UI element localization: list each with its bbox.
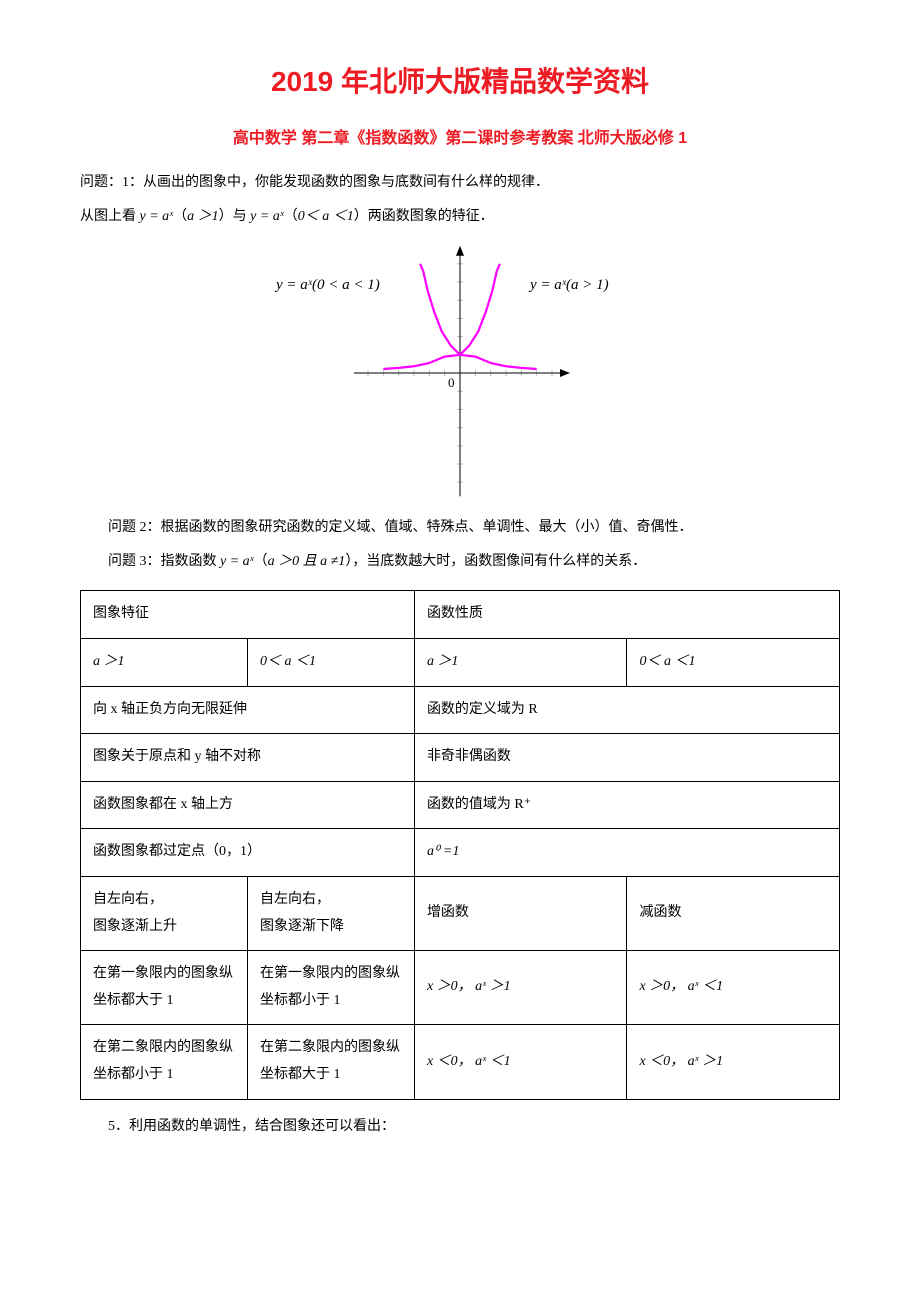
cell-a-gt-1-img: a ＞1 xyxy=(81,638,248,686)
table-row: 函数图象都过定点（0，1） a⁰ =1 xyxy=(81,829,840,877)
q3-mid: （ xyxy=(254,554,268,569)
question-1: 问题：1：从画出的图象中，你能发现函数的图象与底数间有什么样的规律． xyxy=(80,166,840,200)
cell-symmetry: 图象关于原点和 y 轴不对称 xyxy=(81,734,415,782)
cell-parity: 非奇非偶函数 xyxy=(414,734,839,782)
table-row: 向 x 轴正负方向无限延伸 函数的定义域为 R xyxy=(81,686,840,734)
cell-range: 函数的值域为 R⁺ xyxy=(414,781,839,829)
question-2: 问题 2：根据函数的图象研究函数的定义域、值域、特殊点、单调性、最大（小）值、奇… xyxy=(80,511,840,545)
cell-xneg-gt1: x ＜0， aˣ ＞1 xyxy=(627,1025,840,1099)
svg-text:0: 0 xyxy=(448,375,455,390)
cell-a0: a⁰ =1 xyxy=(414,829,839,877)
cell-increasing-img: 自左向右， 图象逐渐上升 xyxy=(81,876,248,950)
cell-text: 0＜ a ＜1 xyxy=(260,654,316,669)
cell-xneg-lt1: x ＜0， aˣ ＜1 xyxy=(414,1025,627,1099)
cell-above-x: 函数图象都在 x 轴上方 xyxy=(81,781,415,829)
q1b-mid1: （ xyxy=(173,209,187,224)
question-3: 问题 3：指数函数 y = aˣ（a ＞0 且 a ≠1），当底数越大时，函数图… xyxy=(80,545,840,579)
cell-q2-gt1: 在第二象限内的图象纵坐标都大于 1 xyxy=(247,1025,414,1099)
table-row: 自左向右， 图象逐渐上升 自左向右， 图象逐渐下降 增函数 减函数 xyxy=(81,876,840,950)
chart-container: 0 y = aˣ(0 < a < 1) y = aˣ(a > 1) xyxy=(80,243,840,503)
cell-extend: 向 x 轴正负方向无限延伸 xyxy=(81,686,415,734)
cell-q1-lt1: 在第一象限内的图象纵坐标都小于 1 xyxy=(247,951,414,1025)
table-row: 在第二象限内的图象纵坐标都小于 1 在第二象限内的图象纵坐标都大于 1 x ＜0… xyxy=(81,1025,840,1099)
cell-text: 0＜ a ＜1 xyxy=(639,654,695,669)
question-1b: 从图上看 y = aˣ（a ＞1）与 y = aˣ（0＜ a ＜1）两函数图象的… xyxy=(80,200,840,234)
q1b-cond2: 0＜ a ＜1 xyxy=(298,209,354,224)
cell-text: x ＜0， aˣ ＞1 xyxy=(639,1054,723,1069)
q1b-mid2: ）与 xyxy=(219,209,251,224)
cell-a-gt-1-fn: a ＞1 xyxy=(414,638,627,686)
q1b-y2: y = aˣ xyxy=(250,209,284,224)
cell-xpos-gt1: x ＞0， aˣ ＞1 xyxy=(414,951,627,1025)
cell-a-lt-1-fn: 0＜ a ＜1 xyxy=(627,638,840,686)
cell-fixed-point: 函数图象都过定点（0，1） xyxy=(81,829,415,877)
cell-text: x ＞0， aˣ ＜1 xyxy=(639,979,723,994)
cell-decreasing-fn: 减函数 xyxy=(627,876,840,950)
cell-text: a ＞1 xyxy=(93,654,125,669)
cell-text: a ＞1 xyxy=(427,654,459,669)
table-row: 函数图象都在 x 轴上方 函数的值域为 R⁺ xyxy=(81,781,840,829)
svg-text:y = aˣ(a > 1): y = aˣ(a > 1) xyxy=(528,277,609,293)
q3-y: y = aˣ xyxy=(220,554,254,569)
table-row: 图象特征 函数性质 xyxy=(81,591,840,639)
table-row: 图象关于原点和 y 轴不对称 非奇非偶函数 xyxy=(81,734,840,782)
q3-cond: a ＞0 且 a ≠1 xyxy=(268,554,346,569)
paragraph-5: 5．利用函数的单调性，结合图象还可以看出： xyxy=(80,1110,840,1144)
cell-text: x ＜0， aˣ ＜1 xyxy=(427,1054,511,1069)
properties-table: 图象特征 函数性质 a ＞1 0＜ a ＜1 a ＞1 0＜ a ＜1 向 x … xyxy=(80,590,840,1099)
cell-text: a⁰ =1 xyxy=(427,844,460,859)
q1b-tail: ）两函数图象的特征． xyxy=(354,209,494,224)
table-row: a ＞1 0＜ a ＜1 a ＞1 0＜ a ＜1 xyxy=(81,638,840,686)
sub-title: 高中数学 第二章《指数函数》第二课时参考教案 北师大版必修 1 xyxy=(80,124,840,148)
cell-domain: 函数的定义域为 R xyxy=(414,686,839,734)
svg-text:y = aˣ(0 < a < 1): y = aˣ(0 < a < 1) xyxy=(274,277,380,293)
cell-a-lt-1-img: 0＜ a ＜1 xyxy=(247,638,414,686)
cell-q1-gt1: 在第一象限内的图象纵坐标都大于 1 xyxy=(81,951,248,1025)
cell-q2-lt1: 在第二象限内的图象纵坐标都小于 1 xyxy=(81,1025,248,1099)
table-row: 在第一象限内的图象纵坐标都大于 1 在第一象限内的图象纵坐标都小于 1 x ＞0… xyxy=(81,951,840,1025)
cell-image-features-header: 图象特征 xyxy=(81,591,415,639)
cell-text: x ＞0， aˣ ＞1 xyxy=(427,979,511,994)
q3-tail: ），当底数越大时，函数图像间有什么样的关系． xyxy=(345,554,646,569)
q1b-y1: y = aˣ xyxy=(140,209,174,224)
q1b-cond1: a ＞1 xyxy=(187,209,219,224)
q3-pre: 问题 3：指数函数 xyxy=(108,554,220,569)
exponential-chart: 0 y = aˣ(0 < a < 1) y = aˣ(a > 1) xyxy=(230,243,690,503)
cell-xpos-lt1: x ＞0， aˣ ＜1 xyxy=(627,951,840,1025)
q1b-pre: 从图上看 xyxy=(80,209,140,224)
q1b-mid3: （ xyxy=(284,209,298,224)
main-title: 2019 年北师大版精品数学资料 xyxy=(80,60,840,100)
cell-decreasing-img: 自左向右， 图象逐渐下降 xyxy=(247,876,414,950)
cell-increasing-fn: 增函数 xyxy=(414,876,627,950)
cell-fn-properties-header: 函数性质 xyxy=(414,591,839,639)
